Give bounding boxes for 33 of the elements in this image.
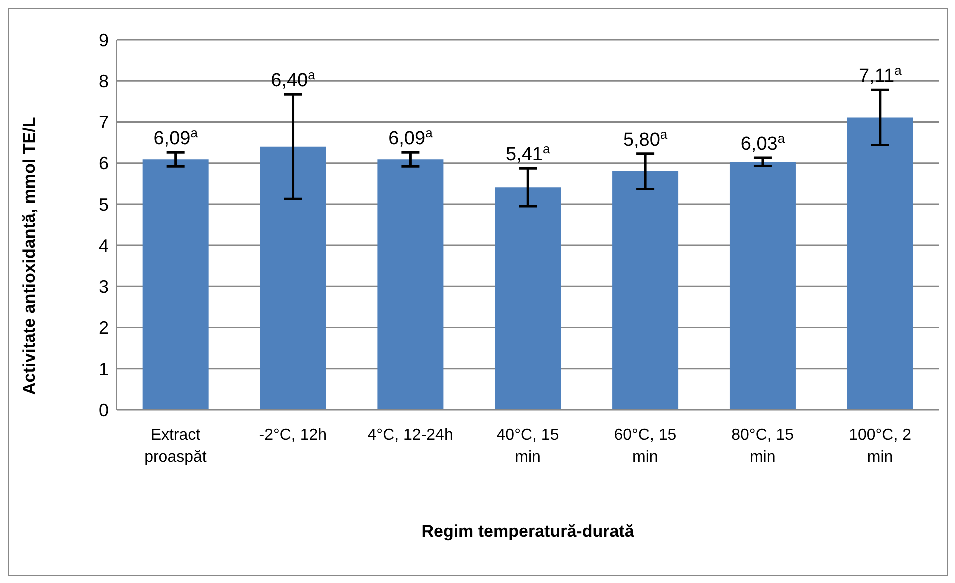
bar	[495, 188, 562, 410]
data-label: 6,40$^{a}$	[271, 67, 316, 92]
y-tick-label: 5	[98, 194, 109, 215]
x-tick-label: 40°C, 15 min	[496, 427, 560, 466]
x-tick-label: 60°C, 15 min	[614, 427, 677, 466]
x-tick-label: 100°C, 2 min	[849, 427, 912, 466]
bar	[847, 118, 914, 410]
bar	[378, 160, 444, 410]
y-tick-label: 3	[98, 277, 109, 298]
data-label: 7,11$^{a}$	[859, 62, 903, 88]
y-tick-label: 2	[98, 318, 109, 338]
y-tick-label: 7	[98, 112, 109, 133]
data-label: 5,80$^{a}$	[623, 126, 668, 151]
bar	[142, 160, 209, 410]
x-axis-title: Regim temperatură-durată	[422, 522, 635, 541]
data-label: 5,41$^{a}$	[506, 141, 551, 166]
x-tick-label: -2°C, 12h	[259, 427, 328, 444]
data-label: 6,03$^{a}$	[740, 130, 786, 155]
x-tick-label: 4°C, 12-24h	[368, 427, 454, 444]
y-tick-label: 0	[98, 400, 109, 420]
y-axis-title: Activitate antioxidantă, mmol TE/L	[20, 117, 40, 395]
data-label: 6,09$^{a}$	[388, 125, 434, 150]
y-tick-label: 1	[98, 359, 109, 380]
x-tick-label: Extract proaspăt	[144, 427, 208, 466]
y-tick-label: 8	[98, 72, 109, 92]
bar	[612, 172, 679, 410]
bar	[730, 162, 796, 410]
y-tick-label: 4	[98, 236, 109, 256]
y-tick-label: 9	[98, 30, 109, 50]
y-tick-label: 6	[98, 154, 109, 174]
x-tick-label: 80°C, 15 min	[732, 427, 794, 466]
bar	[260, 146, 326, 410]
data-label: 6,09$^{a}$	[154, 125, 199, 150]
